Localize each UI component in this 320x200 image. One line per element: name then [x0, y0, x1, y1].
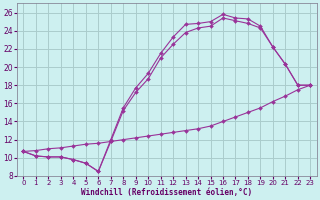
- X-axis label: Windchill (Refroidissement éolien,°C): Windchill (Refroidissement éolien,°C): [81, 188, 252, 197]
